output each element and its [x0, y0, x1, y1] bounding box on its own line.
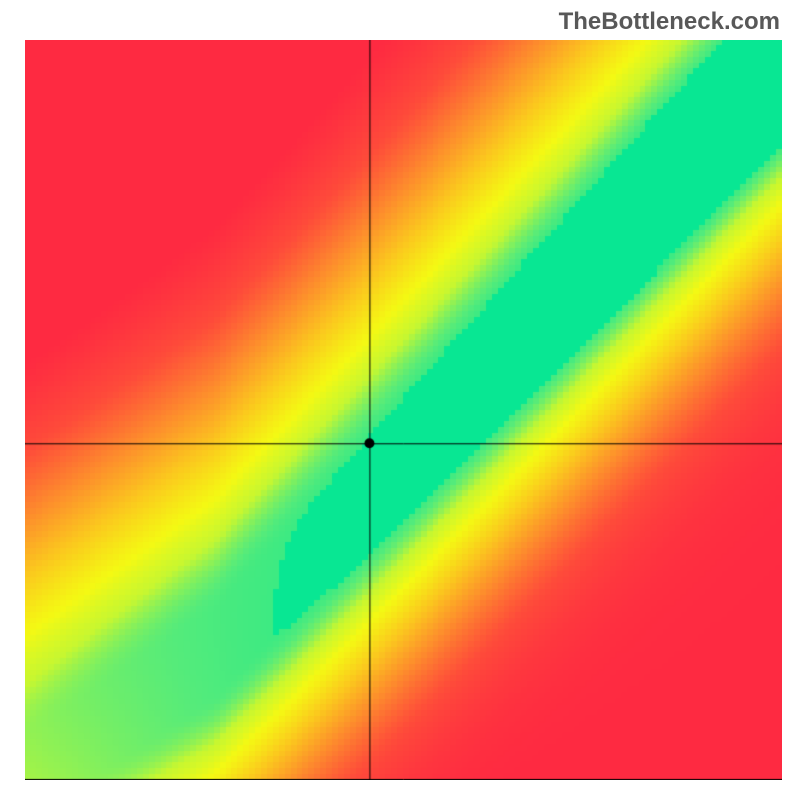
watermark-text: TheBottleneck.com: [559, 8, 780, 36]
bottleneck-heatmap: [25, 40, 782, 780]
